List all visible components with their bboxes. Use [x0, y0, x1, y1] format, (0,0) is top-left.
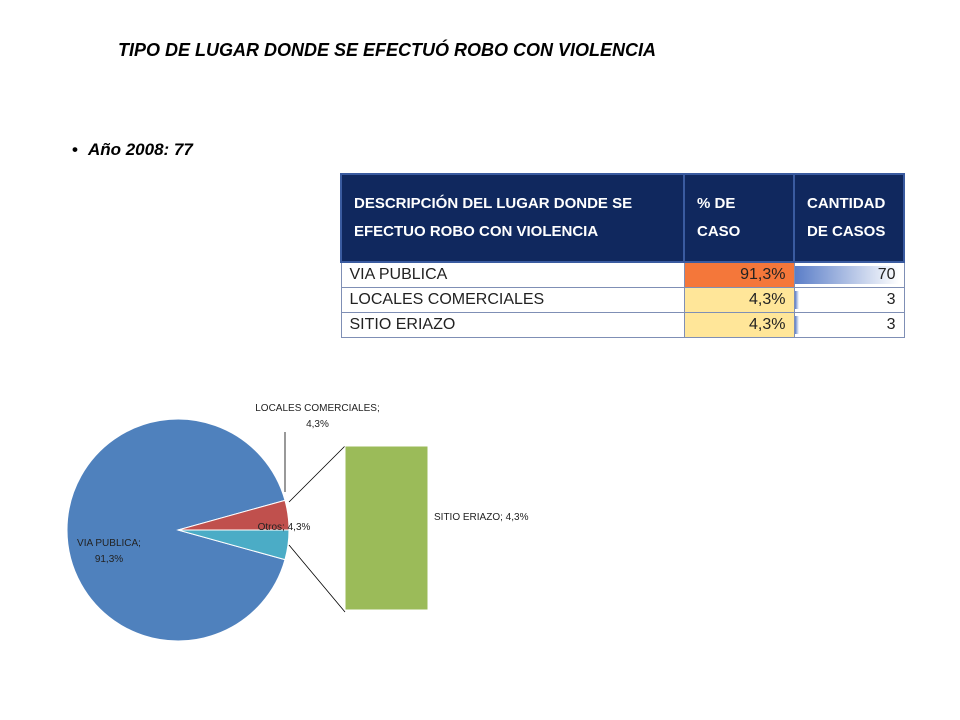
cell: 3 [793, 312, 905, 338]
data-label: SITIO ERIAZO; 4,3% [434, 512, 529, 523]
cell: SITIO ERIAZO [340, 312, 685, 338]
cell: 4,3% [683, 287, 795, 313]
data-label: VIA PUBLICA; 91,3% [77, 538, 141, 565]
bullet: Año 2008: 77 [72, 140, 193, 160]
table: DESCRIPCIÓN DEL LUGAR DONDE SE EFECTUO R… [340, 173, 905, 338]
cell: LOCALES COMERCIALES [340, 287, 685, 313]
connector [288, 544, 346, 613]
data-bar [794, 291, 799, 309]
cell: VIA PUBLICA [340, 261, 685, 288]
cell: 4,3% [683, 312, 795, 338]
data-bar [794, 316, 799, 334]
header-cell: CANTIDAD DE CASOS [793, 173, 905, 263]
data-bar [794, 266, 899, 284]
title: TIPO DE LUGAR DONDE SE EFECTUÓ ROBO CON … [118, 40, 657, 60]
cell: 91,3% [683, 261, 795, 288]
connector [288, 445, 346, 503]
bar-segment [344, 445, 429, 611]
pie-slice [66, 418, 286, 642]
cell: 3 [793, 287, 905, 313]
cell: 70 [793, 261, 905, 288]
table-row: VIA PUBLICA 91,3% 70 [340, 261, 905, 288]
header-cell: DESCRIPCIÓN DEL LUGAR DONDE SE EFECTUO R… [340, 173, 685, 263]
pie-slice [177, 529, 290, 561]
header-cell: % DE CASO [683, 173, 795, 263]
table-row: SITIO ERIAZO 4,3% 3 [340, 312, 905, 338]
table-row: LOCALES COMERCIALES 4,3% 3 [340, 287, 905, 313]
data-label: Otros; 4,3% [257, 522, 311, 533]
data-label: LOCALES COMERCIALES; 4,3% [255, 403, 380, 430]
